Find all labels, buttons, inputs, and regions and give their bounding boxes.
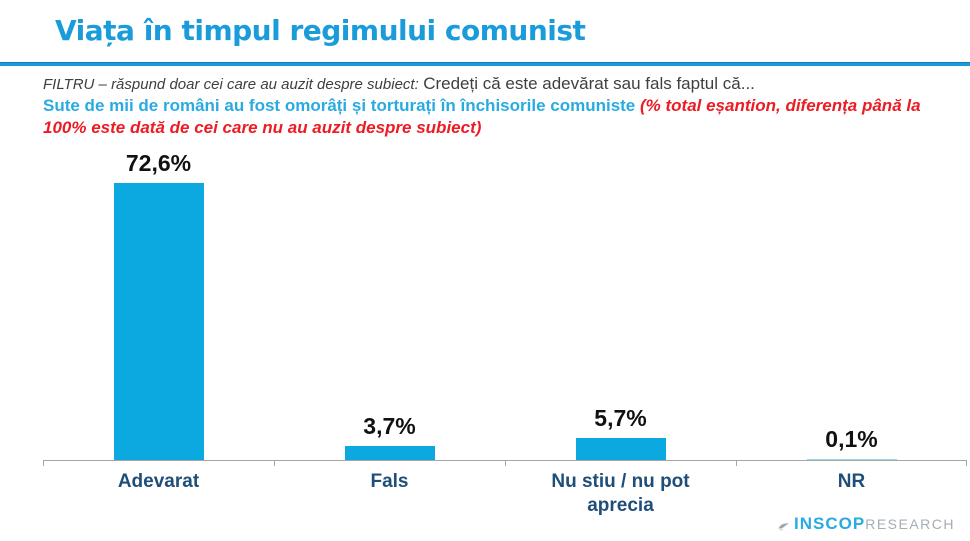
bar-value-label: 3,7% [363,413,416,439]
category-label-row: Adevarat Fals Nu stiu / nu pot aprecia NR [43,470,967,518]
category-label: Adevarat [117,471,200,492]
chart-bar [806,459,897,460]
logo-leaf-icon [778,522,790,530]
logo-brand-text: INSCOP [794,514,866,533]
axis-tick [274,460,275,466]
title-underline [0,62,970,66]
category-label: NR [837,471,866,492]
bar-chart: 72,6% 3,7% 5,7% 0,1% Adevarat Fals Nu stiu / … [43,140,967,520]
chart-plot-area: 72,6% 3,7% 5,7% 0,1% [43,140,967,460]
bar-value-label: 5,7% [594,405,647,431]
bar-slot: 3,7% [274,140,505,460]
inscop-logo: INSCOP RESEARCH [777,514,955,534]
page-title: Viața în timpul regimului comunist [55,14,586,47]
question-statement: Sute de mii de români au fost omorâți și… [43,96,636,115]
chart-bar [344,446,435,460]
bar-slot: 5,7% [505,140,736,460]
filter-text: FILTRU – răspund doar cei care au auzit … [43,73,958,95]
category-label: Fals [370,471,409,492]
axis-tick [736,460,737,466]
bar-slot: 0,1% [736,140,967,460]
filter-instruction: FILTRU – răspund doar cei care au auzit … [43,76,419,93]
chart-bar [113,183,204,460]
logo-suffix-text: RESEARCH [865,516,955,532]
axis-tick [43,460,44,466]
question-note: (% total eșantion, diferența până la 100… [43,96,921,137]
axis-tick [505,460,506,466]
chart-bar [575,438,666,460]
category-label: Nu stiu / nu pot aprecia [551,471,690,516]
bar-slot: 72,6% [43,140,274,460]
axis-tick [966,460,967,466]
filter-question: Credeți că este adevărat sau fals faptul… [423,74,755,93]
bar-value-label: 72,6% [125,150,192,176]
bar-value-label: 0,1% [825,426,878,452]
question-text: Sute de mii de români au fost omorâți și… [43,95,961,139]
